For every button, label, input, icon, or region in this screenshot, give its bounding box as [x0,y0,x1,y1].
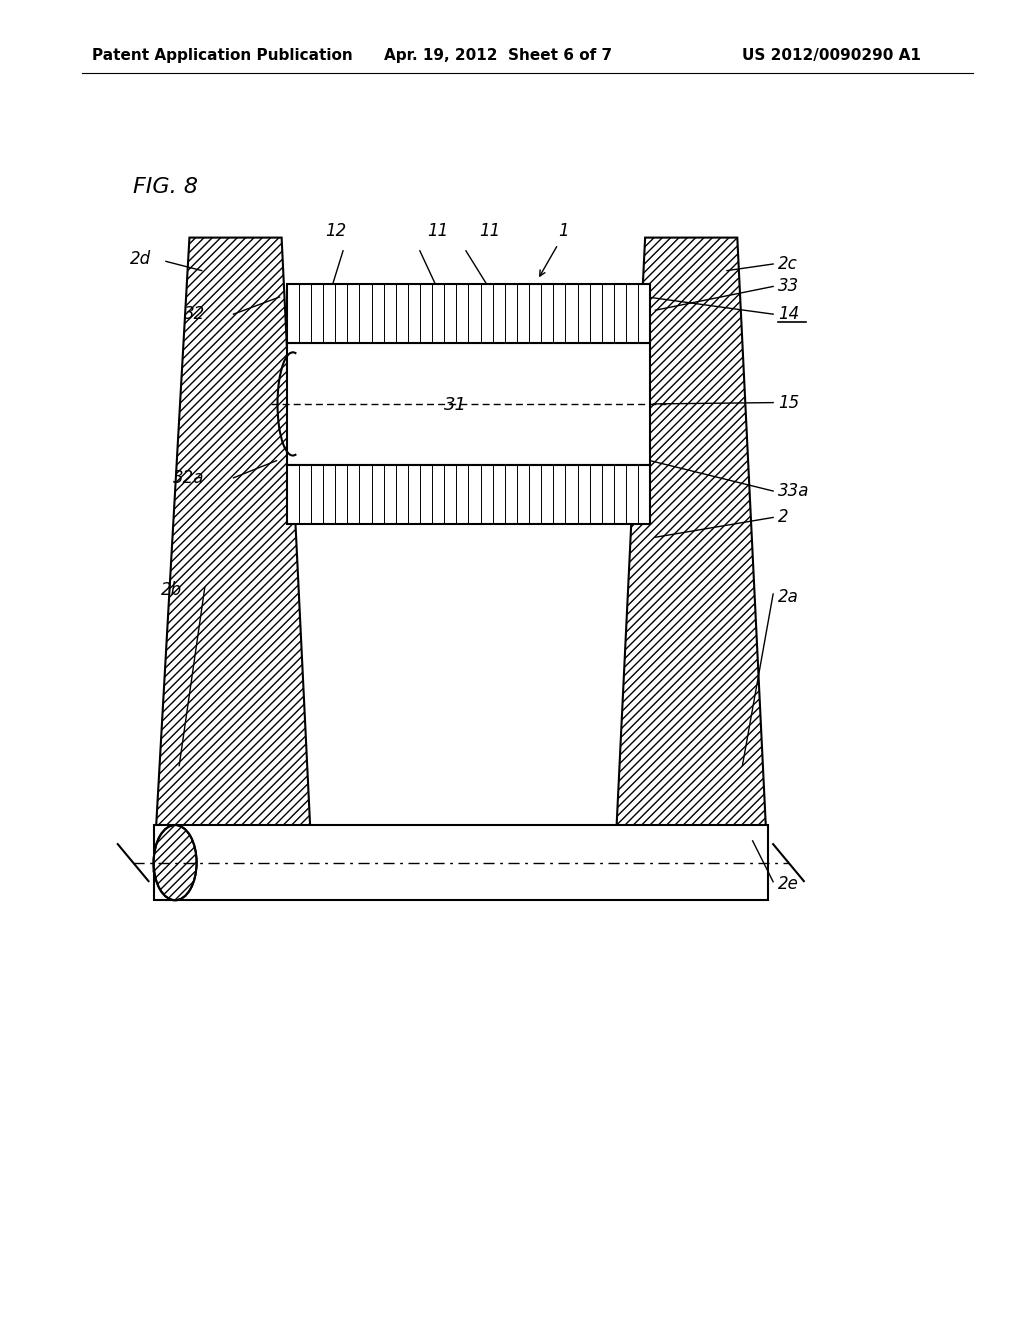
Bar [287,343,650,465]
Text: 2e: 2e [778,875,799,894]
Text: 2: 2 [778,508,788,527]
Bar [287,284,650,343]
Text: 31: 31 [444,396,467,414]
Text: 2c: 2c [778,255,798,273]
Ellipse shape [154,825,197,900]
Text: 1: 1 [558,222,568,240]
Text: Apr. 19, 2012  Sheet 6 of 7: Apr. 19, 2012 Sheet 6 of 7 [384,48,612,63]
Text: 33a: 33a [778,482,810,500]
Text: 11: 11 [479,222,500,240]
Bar [287,465,650,524]
Text: US 2012/0090290 A1: US 2012/0090290 A1 [742,48,922,63]
Polygon shape [614,238,768,871]
Text: 14: 14 [778,305,800,323]
Text: 32: 32 [183,305,205,323]
Text: 12: 12 [326,222,346,240]
Bar [154,825,768,900]
Text: 2b: 2b [161,581,182,599]
Text: 2a: 2a [778,587,799,606]
Text: 2d: 2d [130,249,152,268]
Text: FIG. 8: FIG. 8 [133,177,198,198]
Text: 33: 33 [778,277,800,296]
Text: Patent Application Publication: Patent Application Publication [92,48,353,63]
Text: 15: 15 [778,393,800,412]
Text: 32a: 32a [173,469,205,487]
Text: 11: 11 [428,222,449,240]
Polygon shape [154,238,312,871]
